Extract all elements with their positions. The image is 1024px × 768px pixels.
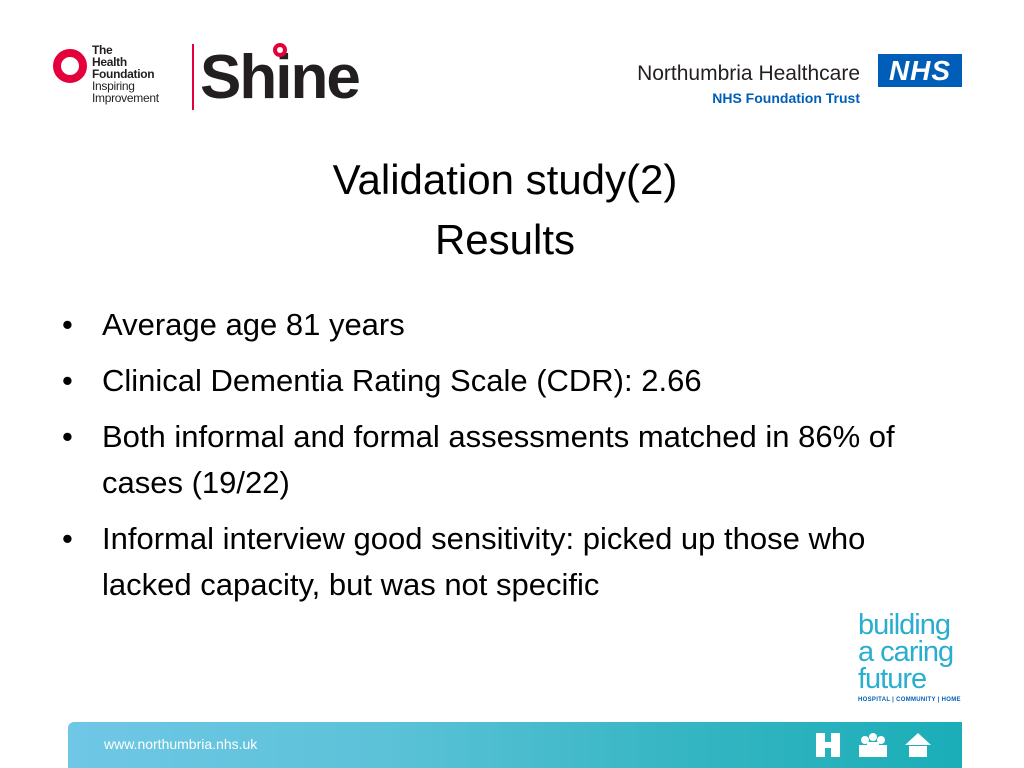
bullet-text: Average age 81 years [102,307,405,342]
bullet-item: • Informal interview good sensitivity: p… [60,516,960,608]
health-foundation-logo: The Health Foundation Inspiring Improvem… [52,44,192,110]
northumbria-name: Northumbria Healthcare [637,62,860,85]
campaign-subline: HOSPITAL | COMMUNITY | HOME [858,697,961,703]
hf-line: Improvement [92,91,159,105]
bullet-dot-icon: • [62,363,73,398]
hospital-icon [816,733,840,757]
bullet-dot-icon: • [62,307,73,342]
bullet-text: Clinical Dementia Rating Scale (CDR): 2.… [102,363,702,398]
campaign-line1: building [858,609,951,641]
hf-line: The [92,43,113,57]
slide-title-line1: Validation study(2) [332,156,678,203]
health-foundation-wordmark: The Health Foundation Inspiring Improvem… [92,44,159,104]
hf-line: Foundation [92,67,155,81]
community-icon [859,733,887,757]
bullet-item: • Average age 81 years [60,302,960,348]
building-a-caring-future-logo: building a caring future HOSPITAL | COMM… [858,609,968,704]
hf-line: Health [92,55,127,69]
footer-icon-group [814,731,932,761]
bullet-item: • Both informal and formal assessments m… [60,414,960,506]
bullet-dot-icon: • [62,521,73,556]
shine-dot-icon [273,43,287,57]
health-foundation-ring-icon [53,49,87,83]
logo-divider [192,44,194,110]
hf-line: Inspiring [92,79,135,93]
bullet-text: Both informal and formal assessments mat… [102,419,895,500]
shine-logo: Shine [200,40,370,114]
bullet-item: • Clinical Dementia Rating Scale (CDR): … [60,358,960,404]
nhs-logo: NHS [878,54,962,87]
slide-title-line2: Results [434,216,576,263]
bullet-list: • Average age 81 years • Clinical Dement… [60,302,960,618]
campaign-line3: future [858,663,927,695]
footer-url[interactable]: www.northumbria.nhs.uk [104,736,258,752]
bullet-dot-icon: • [62,419,73,454]
slide-title: Validation study(2) Results [0,150,1010,270]
northumbria-logo: Northumbria Healthcare NHS Foundation Tr… [637,62,860,108]
northumbria-trust: NHS Foundation Trust [712,90,860,106]
bullet-text: Informal interview good sensitivity: pic… [102,521,866,602]
footer-bar: www.northumbria.nhs.uk [68,722,962,768]
home-icon [905,733,931,757]
campaign-line2: a caring [858,636,954,668]
